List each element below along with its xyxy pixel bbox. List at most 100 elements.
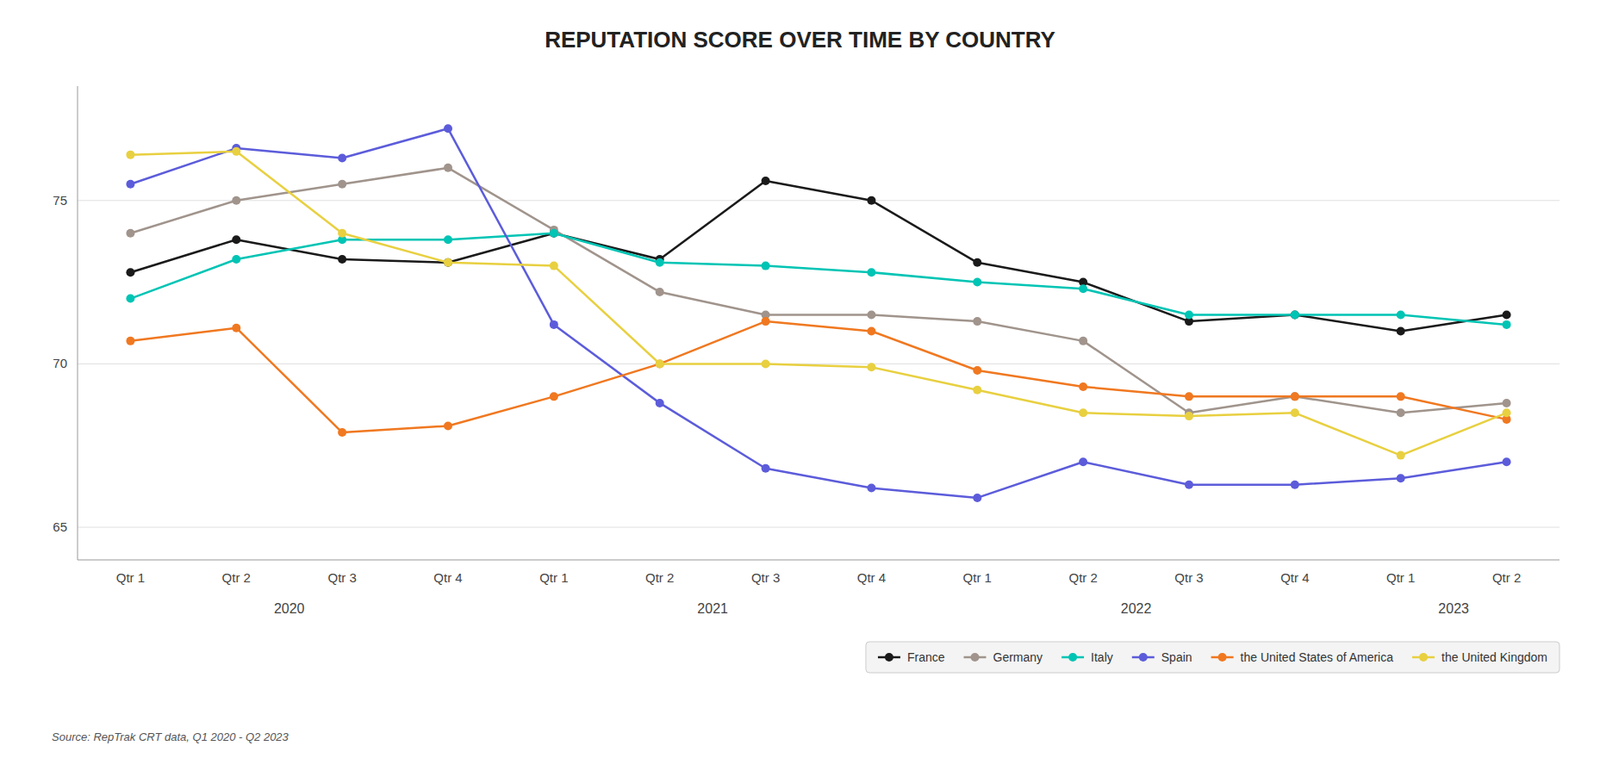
grid-line	[77, 363, 1560, 365]
x-tick-label: Qtr 4	[1280, 570, 1309, 586]
point	[1078, 336, 1088, 346]
legend-label: the United States of America	[1240, 650, 1395, 665]
title: REPUTATION SCORE OVER TIME BY COUNTRY	[544, 26, 1056, 53]
point	[337, 255, 347, 264]
point	[337, 180, 347, 189]
legend-box	[865, 641, 1560, 673]
point	[549, 392, 559, 401]
point	[761, 261, 771, 271]
annotation: 2021	[697, 601, 729, 617]
legend-label: Germany	[993, 650, 1044, 665]
point	[1396, 451, 1406, 461]
point	[1502, 408, 1512, 418]
legend-label: the United Kingdom	[1441, 650, 1548, 665]
point	[549, 229, 559, 238]
legend-marker	[971, 653, 980, 662]
legend-item: Italy	[1061, 650, 1114, 665]
grid-line	[77, 527, 1560, 529]
point	[1396, 408, 1406, 418]
x-tick-label: Qtr 4	[857, 570, 886, 586]
series-line	[130, 233, 1507, 325]
series-line	[130, 168, 1507, 413]
point	[443, 258, 453, 268]
legend-marker	[1068, 653, 1078, 662]
series-line	[130, 180, 1507, 331]
point	[655, 398, 665, 408]
point	[655, 359, 665, 368]
legend-item: Spain	[1132, 650, 1193, 665]
x-axis	[77, 560, 1560, 561]
point	[1502, 398, 1512, 408]
legend-label: Italy	[1090, 650, 1114, 665]
x-tick-label: Qtr 1	[963, 570, 992, 586]
point	[1396, 392, 1406, 401]
point	[761, 359, 771, 368]
point	[761, 176, 771, 186]
legend-item: France	[877, 650, 946, 665]
x-tick-label: Qtr 3	[327, 570, 356, 586]
point	[337, 229, 347, 238]
point	[866, 362, 876, 372]
point	[972, 385, 982, 395]
point	[549, 320, 559, 330]
point	[125, 229, 135, 238]
point	[972, 258, 982, 268]
x-tick-label: Qtr 1	[1386, 570, 1415, 586]
series-line	[130, 151, 1507, 456]
y-tick-label: 75	[52, 192, 68, 208]
plot-area	[125, 124, 1511, 503]
point	[1502, 457, 1512, 467]
series-line	[130, 128, 1507, 499]
legend-label: France	[907, 650, 946, 665]
point	[549, 229, 559, 238]
point	[866, 311, 876, 320]
x-tick-label: Qtr 2	[645, 570, 674, 586]
point	[443, 235, 453, 244]
point	[655, 359, 665, 368]
point	[1184, 311, 1194, 320]
source: Source: RepTrak CRT data, Q1 2020 - Q2 2…	[51, 730, 290, 744]
legend-item: Germany	[964, 650, 1044, 665]
point	[443, 124, 453, 133]
background	[0, 0, 1600, 783]
point	[231, 147, 241, 156]
legend-marker	[884, 653, 894, 662]
legend-marker	[1218, 653, 1227, 662]
point	[866, 326, 876, 336]
point	[1078, 408, 1088, 418]
x-tick-label: Qtr 2	[1492, 570, 1521, 586]
point	[1290, 392, 1300, 401]
annotation: 2020	[273, 601, 306, 617]
y-tick-label: 70	[52, 355, 68, 371]
x-tick-label: Qtr 3	[751, 570, 780, 586]
point	[231, 323, 241, 333]
point	[1396, 473, 1406, 483]
point	[337, 428, 347, 437]
point	[1184, 480, 1194, 490]
x-tick-label: Qtr 2	[222, 570, 251, 586]
point	[1078, 284, 1088, 293]
point	[125, 150, 135, 160]
legend-marker	[1419, 653, 1428, 662]
legend-item: the United Kingdom	[1412, 650, 1548, 665]
point	[1290, 311, 1300, 320]
point	[866, 484, 876, 493]
legend-marker	[1139, 653, 1148, 662]
point	[1396, 311, 1406, 320]
point	[1078, 382, 1088, 392]
point	[443, 258, 453, 268]
legend-label: Spain	[1161, 650, 1193, 665]
point	[1290, 311, 1300, 320]
y-axis	[77, 86, 79, 561]
point	[1184, 411, 1194, 421]
x-tick-label: Qtr 4	[433, 570, 462, 586]
point	[1502, 311, 1512, 320]
point	[1290, 480, 1300, 490]
point	[972, 278, 982, 287]
point	[1396, 326, 1406, 336]
point	[761, 317, 771, 326]
chart: REPUTATION SCORE OVER TIME BY COUNTRY657…	[0, 0, 1600, 783]
x-tick-label: Qtr 3	[1174, 570, 1203, 586]
point	[125, 267, 135, 277]
point	[1078, 457, 1088, 467]
